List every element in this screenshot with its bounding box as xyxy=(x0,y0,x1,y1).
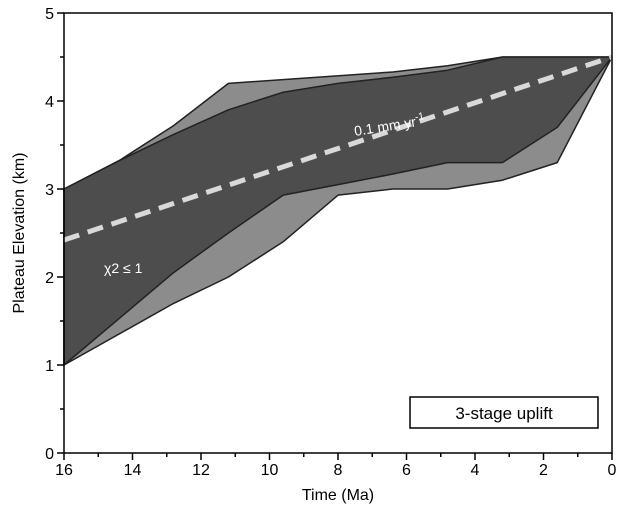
x-tick-label: 8 xyxy=(334,462,343,479)
x-axis-label: Time (Ma) xyxy=(302,487,374,504)
y-tick-label: 4 xyxy=(45,94,54,111)
x-tick-label: 2 xyxy=(539,462,548,479)
x-tick-label: 10 xyxy=(261,462,279,479)
x-tick-label: 4 xyxy=(471,462,480,479)
chart-title: 3-stage uplift xyxy=(455,404,553,423)
y-tick-label: 5 xyxy=(45,6,54,23)
y-tick-label: 1 xyxy=(45,358,54,375)
y-tick-label: 3 xyxy=(45,182,54,199)
x-tick-label: 14 xyxy=(124,462,142,479)
y-tick-label: 0 xyxy=(45,446,54,463)
band-area xyxy=(63,56,613,366)
x-tick-label: 16 xyxy=(55,462,73,479)
x-tick-label: 12 xyxy=(192,462,210,479)
y-tick-label: 2 xyxy=(45,270,54,287)
title-box xyxy=(409,396,599,429)
rate-label-sup: -1 xyxy=(414,111,425,123)
trend-line xyxy=(63,54,613,243)
x-tick-label: 0 xyxy=(608,462,617,479)
y-axis-label: Plateau Elevation (km) xyxy=(11,153,28,314)
x-tick-label: 6 xyxy=(402,462,411,479)
fit-label: χ2 ≤ 1 xyxy=(104,260,143,276)
